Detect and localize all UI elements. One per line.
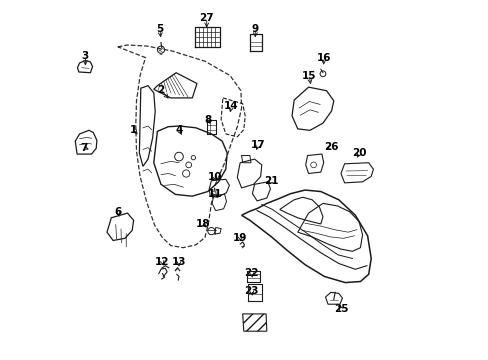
Text: 27: 27 — [199, 13, 214, 23]
Text: 3: 3 — [81, 51, 89, 61]
Text: 2: 2 — [157, 85, 164, 95]
Text: 1: 1 — [130, 125, 137, 135]
Text: 5: 5 — [156, 24, 163, 34]
Text: 7: 7 — [81, 143, 88, 153]
Text: 20: 20 — [352, 148, 366, 158]
Text: 18: 18 — [196, 219, 210, 229]
Text: 8: 8 — [204, 114, 212, 125]
Text: 9: 9 — [251, 24, 258, 34]
Text: 11: 11 — [207, 189, 222, 199]
Text: 25: 25 — [333, 304, 347, 314]
Text: 24: 24 — [241, 315, 256, 325]
Text: 13: 13 — [171, 257, 186, 267]
Text: 21: 21 — [264, 176, 278, 186]
Text: 22: 22 — [244, 268, 259, 278]
Polygon shape — [153, 73, 197, 98]
Text: 17: 17 — [250, 140, 265, 150]
Text: 26: 26 — [323, 142, 338, 152]
Text: 10: 10 — [207, 172, 222, 182]
Text: 19: 19 — [232, 233, 247, 243]
Text: 6: 6 — [114, 207, 121, 217]
Text: 14: 14 — [224, 101, 238, 111]
Text: 15: 15 — [302, 71, 316, 81]
Text: 16: 16 — [316, 53, 330, 63]
Text: 23: 23 — [244, 286, 259, 296]
Polygon shape — [242, 314, 266, 331]
Text: 12: 12 — [155, 257, 169, 267]
Text: 4: 4 — [175, 125, 183, 135]
